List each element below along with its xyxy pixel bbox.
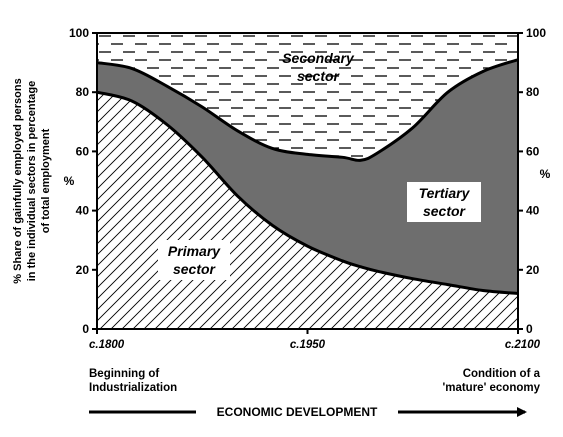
right-y-tick-labels: 0 20 40 60 80 100 [526, 26, 546, 336]
tertiary-label: Tertiary sector [407, 182, 481, 222]
y-axis-title-line-1: % Share of gainfully employed persons [12, 78, 24, 283]
tertiary-label-line-1: Tertiary [419, 185, 471, 201]
tertiary-boundary-line [97, 58, 518, 162]
left-y-tick-label: 60 [76, 144, 90, 158]
right-y-tick-label: 80 [526, 85, 540, 99]
y-axis-title-line-2: in the individual sectors in percentage [26, 81, 38, 282]
secondary-label-line-1: Secondary [282, 50, 355, 66]
right-y-tick-label: 40 [526, 204, 540, 218]
primary-label: Primary sector [158, 240, 230, 280]
left-y-tick-label: 80 [76, 85, 90, 99]
caption-left-line-1: Beginning of [89, 368, 159, 380]
primary-boundary-line [97, 90, 518, 295]
left-y-tick-label: 40 [76, 204, 90, 218]
right-y-tick-label: 20 [526, 263, 540, 277]
x-tick-label: c.1950 [290, 339, 326, 351]
left-y-tick-label: 0 [82, 322, 89, 336]
axis-ticks [92, 32, 523, 334]
caption-right-line-1: Condition of a [463, 368, 541, 380]
y-axis-title: % Share of gainfully employed persons in… [12, 78, 52, 283]
right-y-tick-label: 0 [526, 322, 533, 336]
left-y-tick-labels: 0 20 40 60 80 100 [69, 26, 89, 336]
x-tick-labels: c.1800 c.1950 c.2100 [89, 339, 541, 351]
x-axis-title: ECONOMIC DEVELOPMENT [217, 405, 378, 419]
y-axis-title-line-3: of total employment [40, 128, 52, 233]
left-y-tick-label: 20 [76, 263, 90, 277]
primary-label-line-2: sector [173, 261, 217, 277]
secondary-label-line-2: sector [297, 68, 341, 84]
left-y-unit: % [64, 174, 75, 188]
tertiary-label-line-2: sector [423, 203, 467, 219]
caption-left-line-2: Industrialization [89, 382, 177, 394]
right-y-tick-label: 100 [526, 26, 546, 40]
caption-right-line-2: 'mature' economy [443, 382, 541, 394]
primary-label-line-1: Primary [168, 243, 221, 259]
left-y-tick-label: 100 [69, 26, 89, 40]
x-tick-label: c.1800 [89, 339, 125, 351]
right-y-tick-label: 60 [526, 144, 540, 158]
x-tick-label: c.2100 [505, 339, 541, 351]
right-y-unit: % [540, 167, 551, 181]
